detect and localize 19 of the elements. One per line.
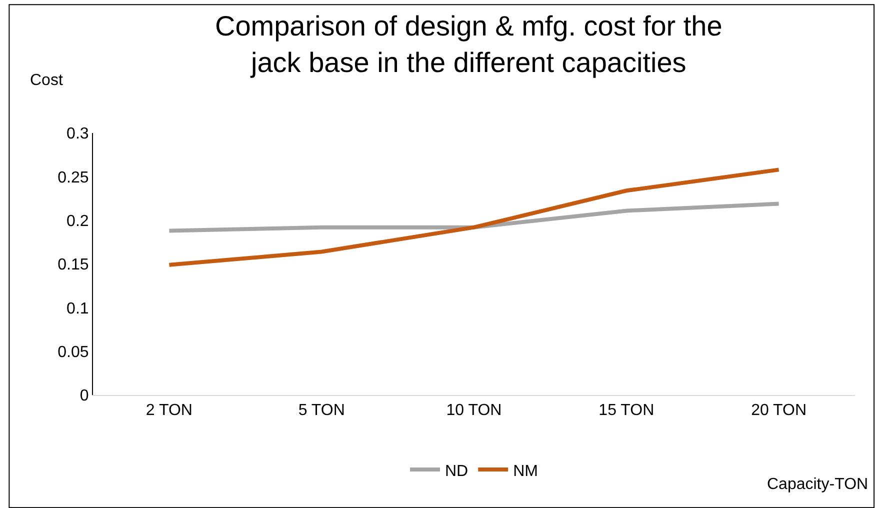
y-tick-label: 0.1 <box>66 300 89 318</box>
legend-label: NM <box>513 462 538 480</box>
x-tick-label: 10 TON <box>446 402 502 420</box>
y-tick-label: 0 <box>80 388 89 405</box>
y-axis-title: Cost <box>30 72 64 89</box>
x-tick-label: 15 TON <box>598 402 654 420</box>
x-tick-label: 5 TON <box>298 402 345 420</box>
y-tick-label: 0.25 <box>58 169 89 186</box>
y-tick-label: 0.2 <box>66 212 89 230</box>
y-tick-label: 0.05 <box>58 344 89 361</box>
x-tick-label: 2 TON <box>146 402 192 420</box>
line-series <box>167 202 781 233</box>
legend-label: ND <box>445 462 468 480</box>
x-axis-title: Capacity-TON <box>767 476 868 493</box>
line-series <box>167 168 781 267</box>
y-tick-label: 0.3 <box>66 126 89 143</box>
chart-title: Comparison of design & mfg. cost for the jack base in the different capacities <box>214 10 722 78</box>
y-tick-label: 0.15 <box>58 256 89 274</box>
x-tick-label: 20 TON <box>751 402 807 420</box>
